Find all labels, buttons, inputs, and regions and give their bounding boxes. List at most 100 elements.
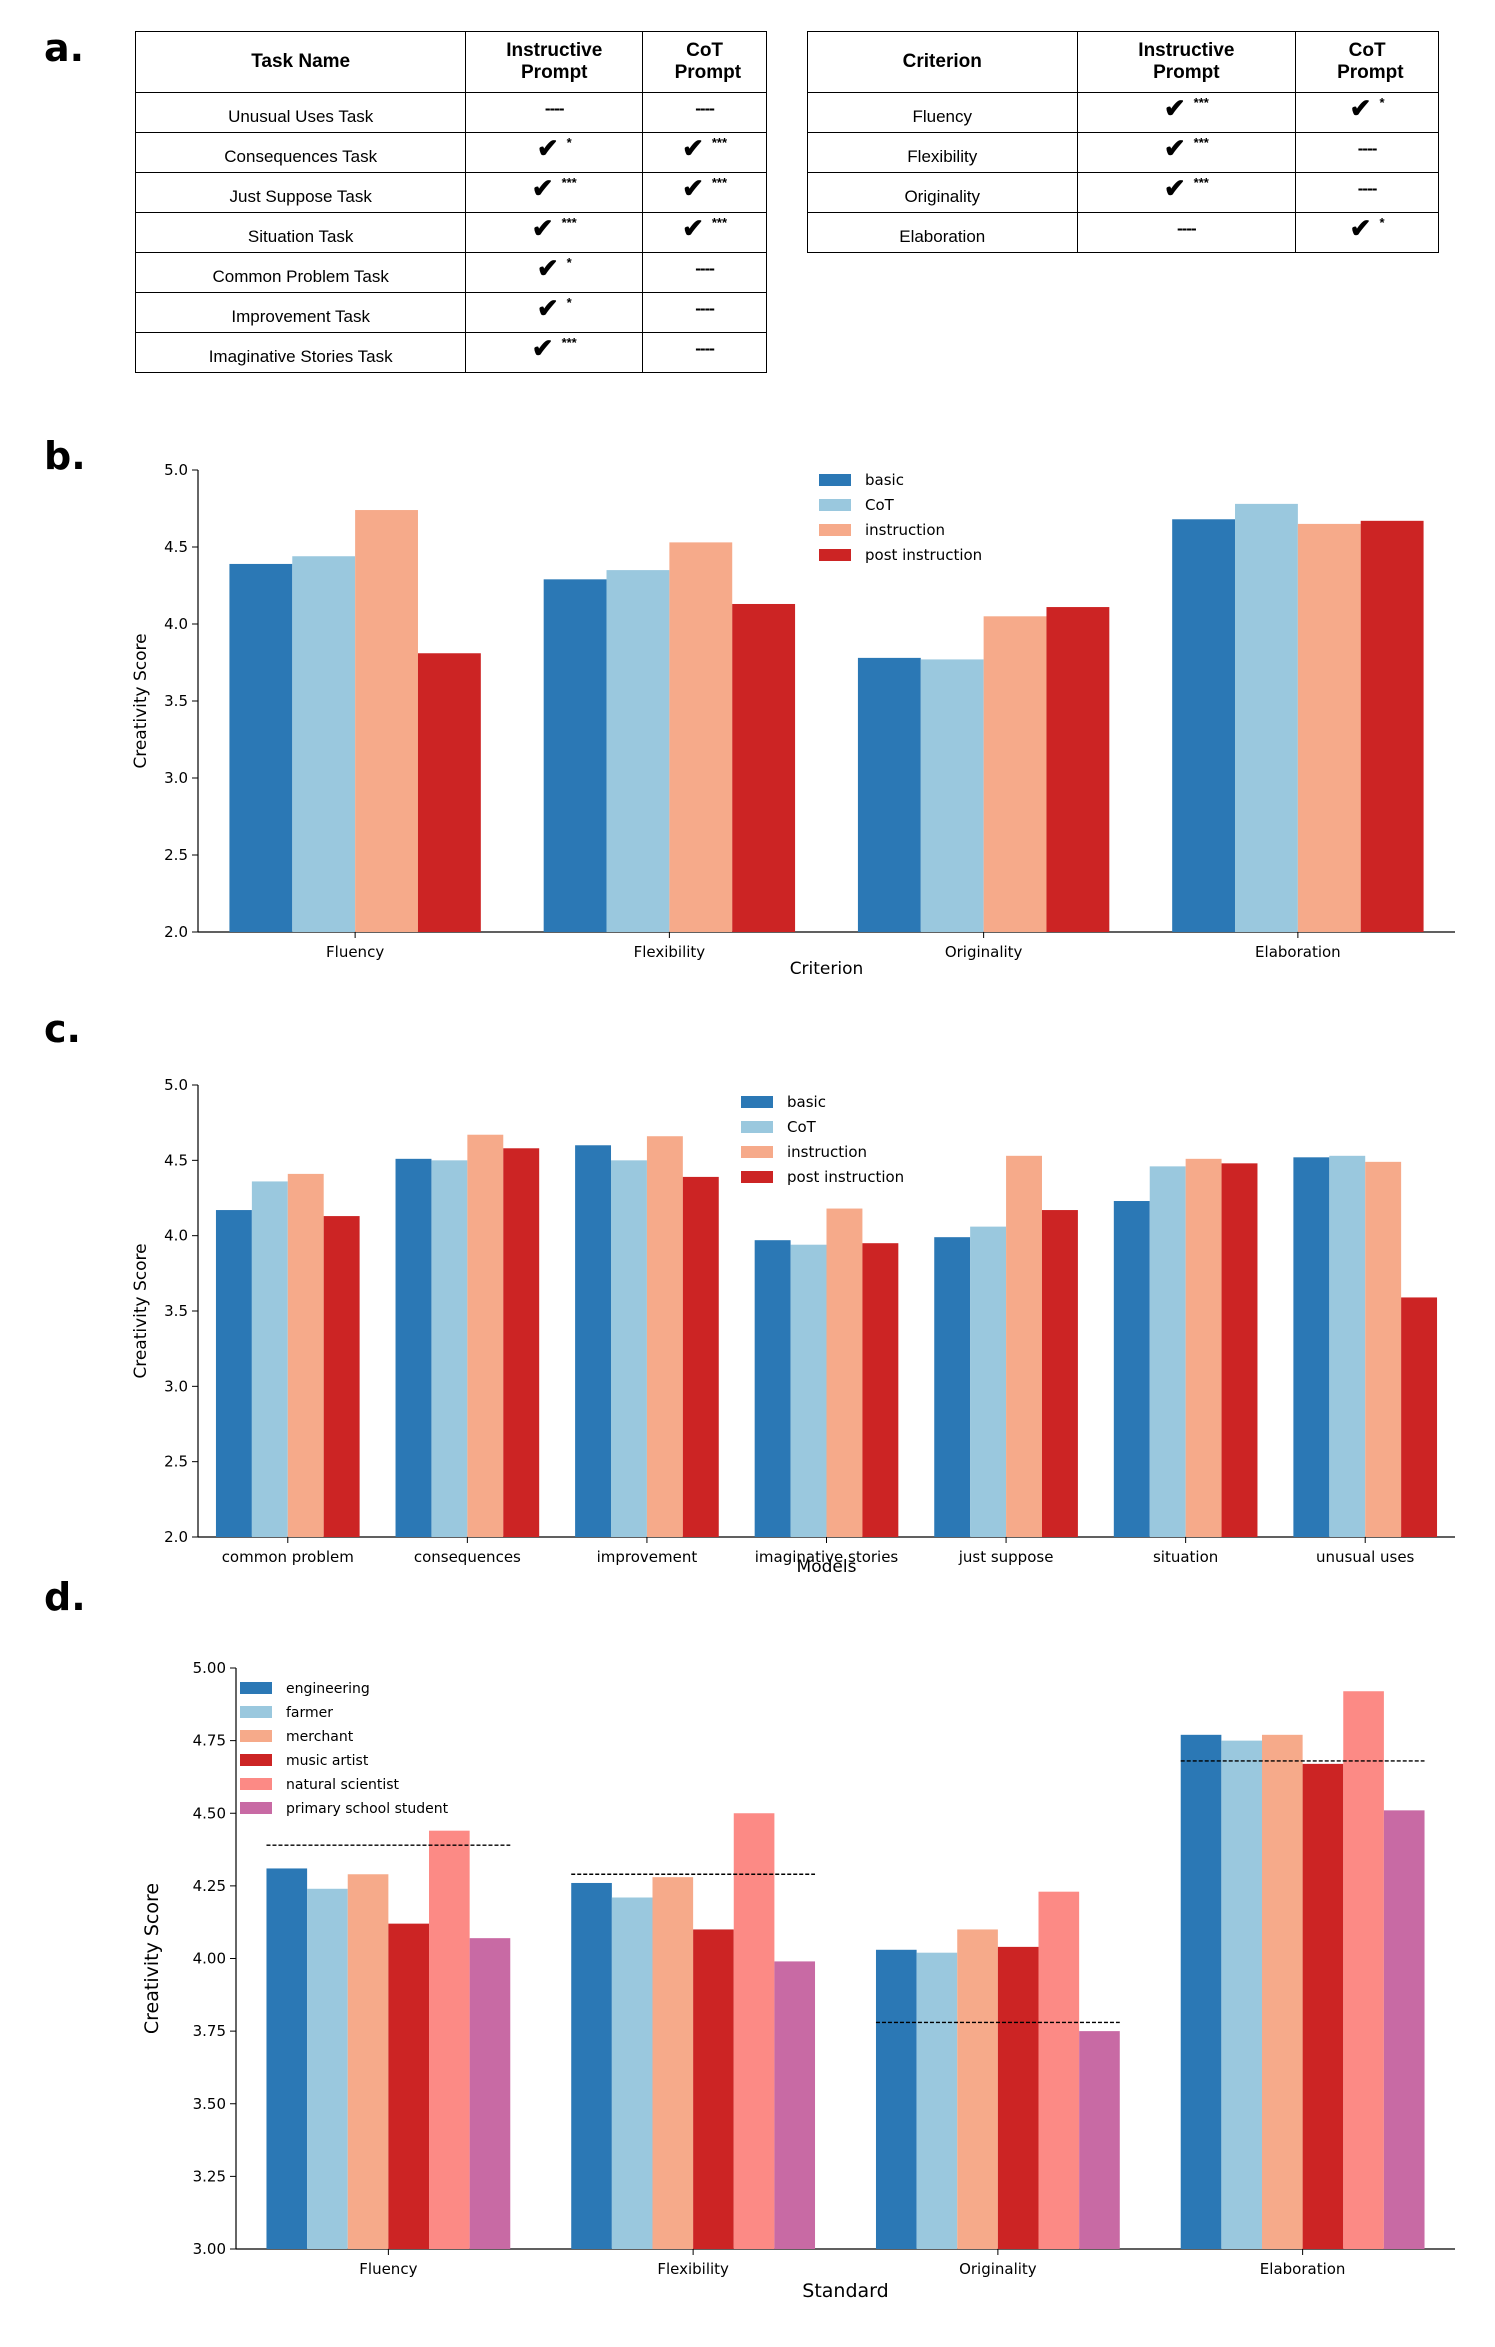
legend-swatch (240, 1778, 272, 1790)
bar-music-artist-Elaboration (1302, 1763, 1344, 2249)
not-significant-mark: ---- (1357, 178, 1378, 198)
bar-engineering-Fluency (266, 1868, 308, 2249)
legend-swatch (819, 549, 851, 561)
table-header-row: Task Name Instructive Prompt CoT Prompt (134, 31, 767, 93)
table-row: Elaboration ---- ✔ * (807, 212, 1439, 253)
legend: engineering farmer merchant music artist nat… (240, 1681, 449, 1817)
cot-cell: ---- (1295, 172, 1439, 213)
legend: basic CoT instruction post instruction (741, 1093, 904, 1186)
bar-primary-school-student-Originality (1079, 2031, 1120, 2249)
bar-post-instruction-consequences (503, 1148, 540, 1537)
significance-stars: * (1379, 95, 1385, 110)
row-name: Consequences Task (134, 132, 467, 173)
legend-swatch (240, 1802, 272, 1814)
cot-cell: ✔ *** (642, 132, 767, 173)
legend-swatch (741, 1096, 773, 1108)
criterion-significance-table: Criterion Instructive Prompt CoT Prompt … (807, 31, 1439, 253)
bar-instruction-Elaboration (1297, 523, 1361, 932)
cot-cell: ✔ * (1295, 212, 1439, 253)
legend-label: CoT (787, 1118, 817, 1136)
bar-basic-Flexibility (543, 579, 607, 932)
y-tick-label: 5.0 (164, 461, 188, 479)
row-name: Just Suppose Task (134, 172, 467, 213)
table-row: Originality ✔ *** ---- (807, 172, 1439, 213)
bar-primary-school-student-Fluency (469, 1938, 511, 2249)
significance-stars: *** (711, 135, 728, 150)
bar-natural-scientist-Originality (1038, 1891, 1080, 2249)
instructive-cell: ✔ *** (465, 212, 644, 253)
bar-instruction-situation (1185, 1158, 1222, 1537)
legend-swatch (741, 1146, 773, 1158)
bar-natural-scientist-Flexibility (733, 1813, 775, 2249)
legend-label: instruction (865, 521, 945, 539)
x-tick-label: consequences (414, 1548, 521, 1566)
y-tick-label: 4.0 (164, 1227, 188, 1245)
y-tick-label: 3.75 (193, 2022, 226, 2040)
bar-merchant-Fluency (347, 1874, 389, 2249)
y-tick-label: 2.0 (164, 923, 188, 941)
table-row: Unusual Uses Task ---- ---- (134, 92, 767, 133)
criterion-bar-chart: 2.0 2.5 3.0 3.5 4.0 4.5 5.0 Fluency Flexibility O… (131, 461, 1455, 979)
persona-bar-chart: 3.00 3.25 3.50 3.75 4.00 4.25 4.50 4.75 5.00 Flue… (141, 1659, 1455, 2302)
bar-post-instruction-Flexibility (732, 603, 796, 932)
panel-label-a: a. (44, 26, 85, 70)
task-bar-chart: 2.0 2.5 3.0 3.5 4.0 4.5 5.0 common problem conse… (131, 1076, 1455, 1577)
check-icon: ✔ (531, 213, 554, 243)
bar-basic-consequences (395, 1158, 432, 1537)
legend-swatch (819, 524, 851, 536)
significance-stars: * (566, 135, 572, 150)
y-tick-label: 2.5 (164, 1453, 188, 1471)
y-tick-label: 3.5 (164, 1302, 188, 1320)
y-tick-label: 4.0 (164, 615, 188, 633)
bar-post-instruction-just-suppose (1041, 1210, 1078, 1537)
y-axis-label: Creativity Score (131, 1243, 151, 1378)
bar-post-instruction-imaginative-stories (862, 1243, 899, 1537)
bar-CoT-unusual-uses (1329, 1155, 1366, 1537)
legend-label: music artist (286, 1753, 369, 1769)
significance-stars: *** (561, 335, 577, 350)
x-tick-label: Flexibility (634, 943, 706, 961)
bar-merchant-Originality (957, 1929, 998, 2249)
not-significant-mark: ---- (695, 98, 715, 118)
bar-CoT-Flexibility (606, 570, 670, 932)
bar-CoT-imaginative-stories (790, 1244, 827, 1537)
y-tick-label: 5.00 (193, 1659, 226, 1677)
legend-swatch (240, 1730, 272, 1742)
table-row: Just Suppose Task ✔ *** ✔ *** (134, 172, 767, 213)
check-icon: ✔ (1349, 213, 1372, 243)
not-significant-mark: ---- (544, 98, 565, 118)
y-tick-label: 4.75 (193, 1732, 226, 1750)
y-axis-label: Creativity Score (141, 1883, 163, 2034)
x-tick-label: just suppose (958, 1548, 1054, 1566)
instructive-cell: ---- (465, 92, 644, 133)
bar-basic-situation (1113, 1201, 1150, 1537)
x-tick-label: improvement (597, 1548, 698, 1566)
instructive-cell: ✔ *** (1076, 132, 1297, 173)
cot-cell: ✔ * (1295, 92, 1439, 133)
x-tick-label: Originality (945, 943, 1023, 961)
cot-cell: ---- (642, 92, 767, 133)
significance-stars: * (566, 295, 572, 310)
significance-stars: * (566, 255, 572, 270)
x-tick-label: Flexibility (657, 2260, 729, 2278)
x-axis-label: Models (797, 1557, 857, 1577)
bar-basic-improvement (575, 1145, 612, 1537)
bar-instruction-common-problem (287, 1173, 324, 1537)
significance-stars: *** (1193, 95, 1209, 110)
x-tick-label: Elaboration (1260, 2260, 1346, 2278)
legend-label: CoT (865, 496, 895, 514)
header-instructive-prompt: Instructive Prompt (1076, 31, 1297, 93)
legend-label: basic (787, 1093, 826, 1111)
legend-swatch (240, 1706, 272, 1718)
y-axis-label: Creativity Score (131, 633, 151, 768)
table-row: Flexibility ✔ *** ---- (807, 132, 1439, 173)
bar-basic-Fluency (229, 563, 293, 932)
cot-cell: ---- (642, 252, 767, 293)
row-name: Situation Task (134, 212, 467, 253)
table-row: Fluency ✔ *** ✔ * (807, 92, 1439, 133)
header-cot-prompt: CoT Prompt (642, 31, 767, 93)
significance-stars: *** (1193, 175, 1209, 190)
not-significant-mark: ---- (695, 338, 715, 358)
table-row: Situation Task ✔ *** ✔ *** (134, 212, 767, 253)
bar-CoT-Elaboration (1235, 503, 1298, 932)
